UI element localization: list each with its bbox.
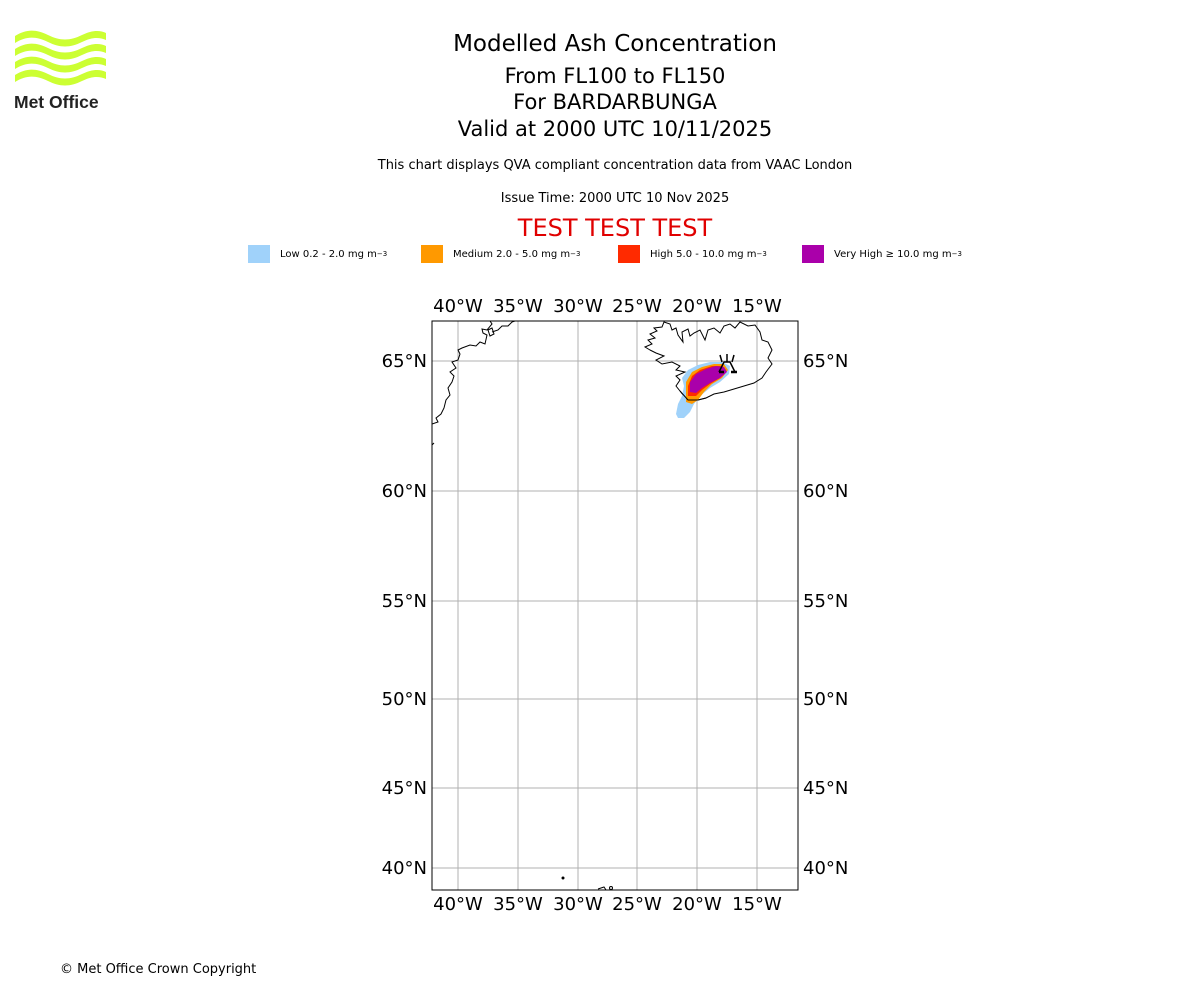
ash-concentration-plume bbox=[676, 362, 730, 418]
ash-very-high bbox=[690, 366, 727, 393]
lat-label-right: 55°N bbox=[803, 591, 848, 612]
lat-label-left: 40°N bbox=[382, 858, 427, 879]
lon-label-top: 20°W bbox=[672, 296, 722, 317]
legend-swatch-low bbox=[248, 245, 270, 263]
test-banner: TEST TEST TEST bbox=[517, 214, 713, 242]
lat-label-left: 45°N bbox=[382, 778, 427, 799]
chart-title: Modelled Ash Concentration bbox=[453, 31, 777, 57]
legend-unit-exponent: −3 bbox=[570, 250, 581, 258]
legend-item-low: Low 0.2 - 2.0 mg m −3 bbox=[248, 244, 387, 264]
map-frame bbox=[431, 320, 799, 891]
volcano-icon bbox=[718, 354, 737, 374]
legend-label-medium: Medium 2.0 - 5.0 mg m bbox=[453, 248, 571, 260]
volcano-name: For BARDARBUNGA bbox=[513, 90, 717, 114]
data-source-note: This chart displays QVA compliant concen… bbox=[377, 158, 853, 173]
legend-label-very-high: Very High ≥ 10.0 mg m bbox=[834, 248, 952, 260]
lat-label-left: 65°N bbox=[382, 351, 427, 372]
flight-levels: From FL100 to FL150 bbox=[504, 64, 726, 88]
legend-label-high: High 5.0 - 10.0 mg m bbox=[650, 248, 757, 260]
lon-label-bottom: 20°W bbox=[672, 894, 722, 915]
legend-item-medium: Medium 2.0 - 5.0 mg m −3 bbox=[421, 244, 580, 264]
lon-label-top: 35°W bbox=[493, 296, 543, 317]
lat-label-right: 40°N bbox=[803, 858, 848, 879]
legend-swatch-very-high bbox=[802, 245, 824, 263]
legend-swatch-high bbox=[618, 245, 640, 263]
legend-unit-exponent: −3 bbox=[756, 250, 767, 258]
lat-label-left: 50°N bbox=[382, 689, 427, 710]
lon-label-top: 25°W bbox=[612, 296, 662, 317]
lon-label-bottom: 15°W bbox=[732, 894, 782, 915]
lon-label-bottom: 25°W bbox=[612, 894, 662, 915]
lon-label-bottom: 30°W bbox=[553, 894, 603, 915]
lon-label-bottom: 35°W bbox=[493, 894, 543, 915]
legend-swatch-medium bbox=[421, 245, 443, 263]
legend-unit-exponent: −3 bbox=[951, 250, 962, 258]
lat-label-right: 45°N bbox=[803, 778, 848, 799]
iceland-coastline bbox=[643, 321, 773, 401]
lon-label-top: 30°W bbox=[553, 296, 603, 317]
met-office-logo: Met Office bbox=[14, 30, 108, 112]
azores-island bbox=[561, 876, 565, 880]
legend-item-very-high: Very High ≥ 10.0 mg m −3 bbox=[802, 244, 962, 264]
lat-label-left: 60°N bbox=[382, 481, 427, 502]
legend-label-low: Low 0.2 - 2.0 mg m bbox=[280, 248, 377, 260]
lat-label-right: 60°N bbox=[803, 481, 848, 502]
valid-time: Valid at 2000 UTC 10/11/2025 bbox=[457, 117, 773, 141]
lon-label-top: 15°W bbox=[732, 296, 782, 317]
lat-label-right: 50°N bbox=[803, 689, 848, 710]
azores-island bbox=[597, 886, 607, 890]
lat-label-left: 55°N bbox=[382, 591, 427, 612]
copyright-notice: © Met Office Crown Copyright bbox=[60, 962, 257, 977]
map-area bbox=[432, 321, 798, 890]
lat-label-right: 65°N bbox=[803, 351, 848, 372]
logo-text: Met Office bbox=[14, 92, 99, 112]
lon-label-bottom: 40°W bbox=[433, 894, 483, 915]
iceland-south-coast bbox=[679, 390, 707, 401]
legend-unit-exponent: −3 bbox=[376, 250, 388, 258]
graticule bbox=[432, 321, 798, 890]
met-office-waves-icon: Met Office bbox=[14, 30, 106, 112]
lon-label-top: 40°W bbox=[433, 296, 483, 317]
legend-item-high: High 5.0 - 10.0 mg m −3 bbox=[618, 244, 767, 264]
issue-time: Issue Time: 2000 UTC 10 Nov 2025 bbox=[500, 191, 730, 206]
greenland-coastline bbox=[432, 321, 516, 425]
